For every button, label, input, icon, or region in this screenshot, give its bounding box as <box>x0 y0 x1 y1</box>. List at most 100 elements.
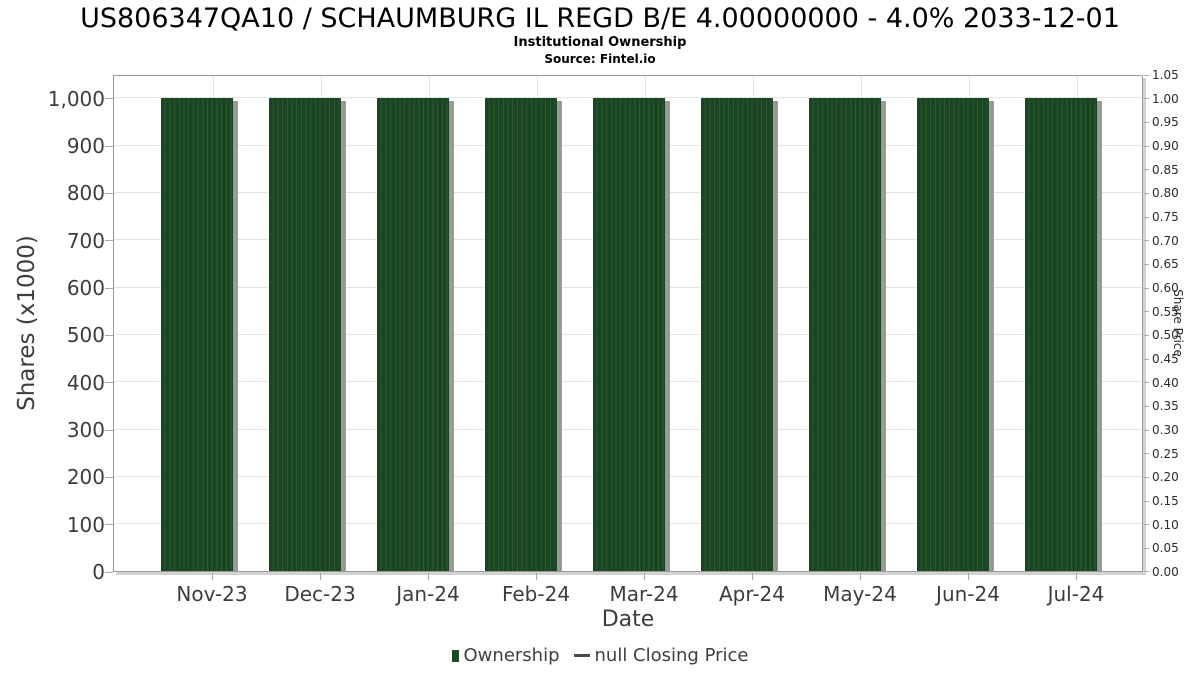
y2-tick-label: 0.55 <box>1152 304 1179 319</box>
x-tick-label: Jul-24 <box>1047 582 1105 606</box>
y2-tick-label: 0.85 <box>1152 162 1179 177</box>
y2-tick-label: 0.35 <box>1152 399 1179 414</box>
y2-tick-label: 0.40 <box>1152 375 1179 390</box>
ownership-bar <box>809 97 881 571</box>
ownership-bar <box>701 97 773 571</box>
y2-tick-mark <box>1144 169 1149 171</box>
ownership-bar <box>485 97 557 571</box>
ownership-bar <box>377 97 449 571</box>
chart-source: Source: Fintel.io <box>544 52 656 66</box>
x-tick-label: May-24 <box>823 582 897 606</box>
y2-tick-label: 0.45 <box>1152 352 1179 366</box>
y-tick-label: 400 <box>66 370 105 395</box>
y2-tick-mark <box>1144 524 1149 526</box>
x-axis-title: Date <box>601 607 655 632</box>
x-tick-mark <box>211 573 213 580</box>
x-tick-mark <box>643 573 645 580</box>
x-tick-mark <box>1075 573 1077 580</box>
y2-tick-label: 0.65 <box>1152 257 1179 272</box>
y-tick-label: 900 <box>66 134 105 158</box>
y2-tick-mark <box>1144 192 1149 194</box>
x-tick-mark <box>319 573 321 580</box>
legend-item: Ownership <box>451 645 560 666</box>
y2-tick-label: 0.25 <box>1152 446 1179 461</box>
y2-tick-mark <box>1144 145 1149 147</box>
y-tick-label: 200 <box>66 465 105 490</box>
y-tick-label: 700 <box>66 228 105 253</box>
y-axis-ticks-left <box>105 75 113 573</box>
x-tick-mark <box>967 573 969 580</box>
ownership-bar <box>593 97 665 571</box>
y-tick-label: 0 <box>92 560 105 584</box>
y2-tick-label: 1.00 <box>1152 91 1179 106</box>
y2-tick-label: 0.15 <box>1152 494 1179 508</box>
y-tick-label: 1,000 <box>47 86 105 111</box>
y-axis-ticks-right <box>1144 75 1149 572</box>
y-tick-label: 600 <box>66 276 105 300</box>
ownership-bar <box>917 97 989 571</box>
y2-tick-mark <box>1144 98 1149 100</box>
y2-tick-label: 0.95 <box>1152 115 1179 130</box>
y2-tick-mark <box>1144 263 1149 265</box>
y2-tick-mark <box>1144 547 1149 549</box>
x-axis-tick-labels: Nov-23 Dec-23 Jan-24 Feb-24 Mar-24 Apr-24 May-… <box>113 582 1143 608</box>
y-tick-mark <box>105 524 113 526</box>
y2-tick-mark <box>1144 216 1149 218</box>
y-tick-label: 500 <box>66 323 105 348</box>
x-axis-ticks <box>113 573 1143 580</box>
y-tick-mark <box>105 476 113 478</box>
y2-tick-mark <box>1144 453 1149 455</box>
legend-label: null Closing Price <box>594 645 749 666</box>
ownership-bar <box>1025 97 1097 571</box>
y2-tick-label: 0.80 <box>1152 186 1179 201</box>
y2-tick-mark <box>1144 334 1149 336</box>
x-tick-label: Dec-23 <box>284 582 356 606</box>
y2-tick-label: 0.20 <box>1152 470 1179 485</box>
y-axis-tick-labels-left: 0 100 200 300 400 500 600 700 800 900 1,000 <box>0 75 105 584</box>
x-tick-label: Apr-24 <box>719 582 785 606</box>
legend-dash-marker-icon <box>573 654 590 657</box>
legend-square-marker-icon <box>451 649 459 662</box>
x-tick-label: Jan-24 <box>396 582 460 606</box>
y-tick-mark <box>105 382 113 384</box>
y2-tick-label: 1.05 <box>1152 68 1179 82</box>
y-tick-mark <box>105 98 113 100</box>
chart-subtitle: Institutional Ownership <box>513 35 687 50</box>
y2-tick-label: 0.70 <box>1152 233 1179 248</box>
x-tick-label: Jun-24 <box>936 582 1000 606</box>
y2-tick-mark <box>1144 476 1149 478</box>
y2-tick-mark <box>1144 500 1149 502</box>
y-axis-tick-labels-right: 0.00 0.05 0.10 0.15 0.20 0.25 0.30 0.35 0.40 0.45… <box>1152 68 1192 579</box>
x-tick-label: Mar-24 <box>609 582 679 606</box>
y2-tick-mark <box>1144 311 1149 313</box>
legend-item: null Closing Price <box>573 645 749 666</box>
y2-tick-mark <box>1144 571 1149 572</box>
y-tick-mark <box>105 240 113 242</box>
y-tick-mark <box>105 571 113 573</box>
y-tick-mark <box>105 334 113 336</box>
y-tick-mark <box>105 287 113 289</box>
y2-tick-label: 0.10 <box>1152 517 1179 532</box>
y2-tick-label: 0.00 <box>1152 565 1179 579</box>
x-tick-label: Nov-23 <box>176 582 248 606</box>
y2-tick-label: 0.75 <box>1152 210 1179 224</box>
y-tick-mark <box>105 192 113 194</box>
y2-tick-label: 0.05 <box>1152 541 1179 556</box>
legend: Ownership null Closing Price <box>0 645 1200 666</box>
y-tick-mark <box>105 145 113 147</box>
x-tick-label: Feb-24 <box>501 582 571 606</box>
y2-tick-label: 0.30 <box>1152 423 1179 437</box>
y2-tick-mark <box>1144 75 1149 76</box>
y2-tick-mark <box>1144 429 1149 431</box>
y-tick-label: 800 <box>66 181 105 206</box>
y2-tick-mark <box>1144 382 1149 384</box>
y2-tick-mark <box>1144 405 1149 407</box>
y2-tick-label: 0.60 <box>1152 281 1179 295</box>
ownership-bar <box>161 97 233 571</box>
y-tick-label: 300 <box>66 418 105 442</box>
plot-area <box>113 75 1143 572</box>
y2-tick-mark <box>1144 121 1149 123</box>
chart-title: US806347QA10 / SCHAUMBURG IL REGD B/E 4.… <box>80 3 1120 34</box>
legend-label: Ownership <box>463 645 560 666</box>
